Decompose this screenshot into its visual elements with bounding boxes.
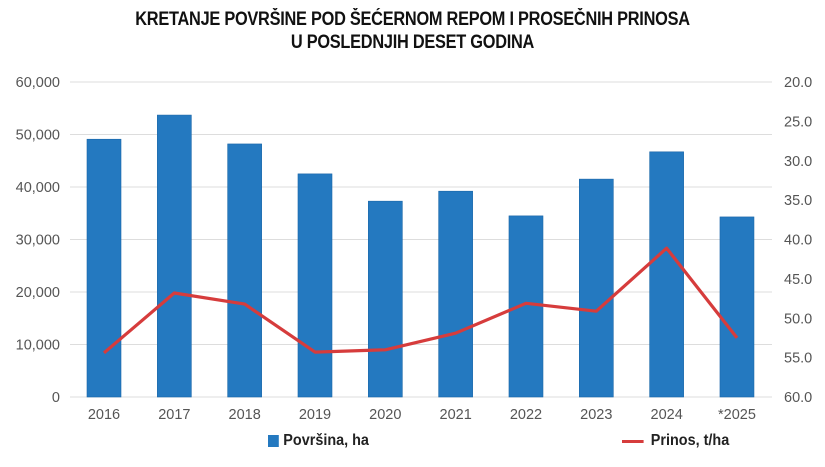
bar-swatch-icon [268,435,279,447]
bar-povrsina [227,143,262,398]
x-axis-label: 2024 [651,407,683,423]
bar-povrsina [508,215,544,398]
bar-povrsina [649,151,684,398]
legend-label-prinos: Prinos, t/ha [650,432,730,449]
x-axis-label: 2019 [299,407,331,423]
left-axis-tick: 10,000 [16,338,60,354]
x-axis-label: 2020 [369,407,401,423]
bar-povrsina [86,138,122,398]
right-axis-tick: 40.0 [784,233,812,249]
x-axis-label: 2017 [158,407,190,423]
left-axis-tick: 40,000 [16,180,60,196]
right-axis-tick: 20.0 [784,75,812,91]
legend-item-povrsina: Površina, ha [268,432,369,450]
left-axis-tick: 50,000 [16,128,60,144]
x-axis-label: 2021 [440,407,472,423]
right-axis-tick: 50.0 [784,311,812,327]
legend-item-prinos: Prinos, t/ha [622,432,729,450]
legend-label-povrsina: Površina, ha [283,432,369,449]
bar-povrsina [297,173,333,398]
bar-povrsina [719,216,755,398]
x-axis-label: 2018 [229,407,261,423]
line-prinos [102,246,739,355]
left-axis-tick: 0 [52,390,60,406]
bar-povrsina [157,114,192,398]
left-axis-tick: 60,000 [16,75,60,91]
bar-povrsina [579,178,614,398]
bar-povrsina [368,200,403,398]
x-axis-label: 2022 [510,407,542,423]
right-axis-tick: 55.0 [784,351,812,367]
right-axis-tick: 30.0 [784,154,812,170]
right-axis-tick: 45.0 [784,272,812,288]
right-axis-tick: 25.0 [784,114,812,130]
chart-title-line-2: U POSLEDNJIH DESET GODINA [290,32,535,53]
x-axis-label: *2025 [718,407,756,423]
left-axis-tick: 20,000 [16,285,60,301]
x-axis-label: 2016 [88,407,120,423]
x-axis-label: 2023 [580,407,612,423]
chart-title: KRETANJE POVRŠINE POD ŠEĆERNOM REPOM I P… [58,8,768,54]
right-axis-tick: 60.0 [784,390,812,406]
line-swatch-icon [622,439,644,443]
bar-povrsina [438,190,473,398]
right-axis-tick: 35.0 [784,193,812,209]
left-axis-tick: 30,000 [16,233,60,249]
chart-title-line-1: KRETANJE POVRŠINE POD ŠEĆERNOM REPOM I P… [135,9,690,30]
